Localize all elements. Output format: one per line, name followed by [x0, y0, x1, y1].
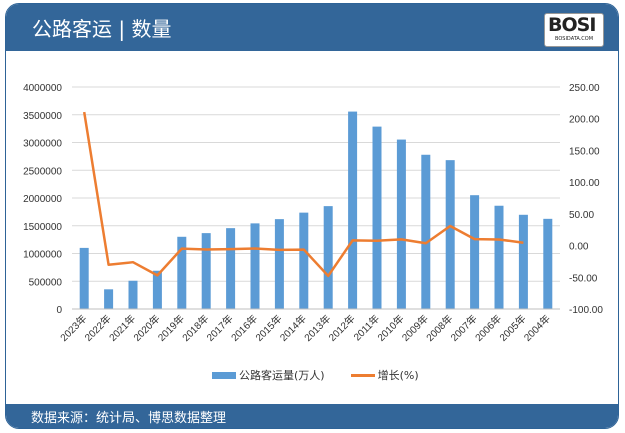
x-axis-tick: 2022年 — [82, 312, 114, 344]
logo-text: BOSI — [548, 14, 596, 36]
legend-swatch-bar — [212, 371, 236, 379]
x-axis-tick: 2017年 — [204, 312, 236, 344]
left-axis-tick: 3000000 — [23, 139, 62, 150]
x-axis-tick: 2009年 — [399, 312, 431, 344]
logo-subtext: BOSIDATA.COM — [555, 36, 594, 42]
bar — [104, 289, 114, 309]
bar — [274, 219, 284, 309]
x-axis-tick: 2005年 — [497, 312, 529, 344]
bar — [372, 126, 382, 309]
bar — [152, 270, 162, 309]
x-axis-tick: 2019年 — [155, 312, 187, 344]
bar — [348, 111, 358, 310]
x-axis-tick: 2006年 — [472, 312, 504, 344]
bar — [421, 154, 431, 309]
bar — [445, 160, 455, 309]
x-axis-tick: 2004年 — [521, 312, 553, 344]
bar — [494, 205, 504, 309]
right-axis-tick: -50.00 — [569, 273, 598, 284]
bar — [543, 218, 553, 309]
left-axis-tick: 1000000 — [23, 250, 62, 261]
bar — [226, 228, 236, 309]
left-axis-tick: 2000000 — [23, 194, 62, 205]
x-axis-tick: 2020年 — [131, 312, 163, 344]
x-axis-tick: 2023年 — [57, 312, 89, 344]
x-axis-tick: 2021年 — [106, 312, 138, 344]
left-axis-tick: 2500000 — [23, 166, 62, 177]
legend-item-growth: 增长(%) — [350, 367, 419, 383]
bar — [299, 212, 309, 309]
bar — [518, 214, 528, 309]
right-axis-tick: 100.00 — [569, 178, 600, 189]
x-axis-tick: 2016年 — [228, 312, 260, 344]
bar — [470, 195, 480, 309]
bosi-logo: BOSI BOSIDATA.COM — [544, 13, 604, 47]
right-axis-tick: 50.00 — [569, 210, 594, 221]
bar — [177, 236, 187, 309]
bar — [201, 233, 211, 309]
x-axis-tick: 2014年 — [277, 312, 309, 344]
legend-item-volume: 公路客运量(万人) — [212, 367, 325, 383]
x-axis-tick: 2013年 — [301, 312, 333, 344]
legend-label: 公路客运量(万人) — [239, 369, 325, 382]
chart-frame: 公路客运 | 数量 BOSI BOSIDATA.COM 数据来源：统计局、博思数… — [5, 3, 619, 429]
bar — [250, 223, 260, 309]
x-axis-tick: 2007年 — [448, 312, 480, 344]
growth-line — [82, 111, 524, 278]
footer-bar: 数据来源：统计局、博思数据整理 — [6, 404, 618, 428]
left-axis-tick: 0 — [56, 305, 62, 316]
legend-label: 增长(%) — [377, 369, 419, 382]
right-axis-tick: 200.00 — [569, 115, 600, 126]
bar — [79, 247, 89, 309]
right-axis-tick: 150.00 — [569, 146, 600, 157]
left-axis-tick: 1500000 — [23, 222, 62, 233]
left-axis-tick: 3500000 — [23, 111, 62, 122]
x-axis-tick: 2010年 — [375, 312, 407, 344]
x-axis-tick: 2012年 — [326, 312, 358, 344]
legend: 公路客运量(万人) 增长(%) — [212, 367, 419, 383]
x-axis-tick: 2018年 — [179, 312, 211, 344]
x-axis-tick: 2008年 — [423, 312, 455, 344]
bar — [128, 280, 138, 309]
page-title: 公路客运 | 数量 — [32, 17, 172, 41]
right-axis-tick: 250.00 — [569, 83, 600, 94]
x-axis-tick: 2015年 — [253, 312, 285, 344]
left-axis-tick: 500000 — [29, 277, 63, 288]
right-axis-tick: 0.00 — [569, 242, 589, 253]
data-source: 数据来源：统计局、博思数据整理 — [31, 411, 227, 426]
left-axis-tick: 4000000 — [23, 83, 62, 94]
header-bar: 公路客运 | 数量 BOSI BOSIDATA.COM — [6, 4, 618, 51]
legend-swatch-line — [350, 373, 375, 377]
right-axis-tick: -100.00 — [569, 305, 603, 316]
bar — [396, 139, 406, 309]
bar — [323, 206, 333, 309]
